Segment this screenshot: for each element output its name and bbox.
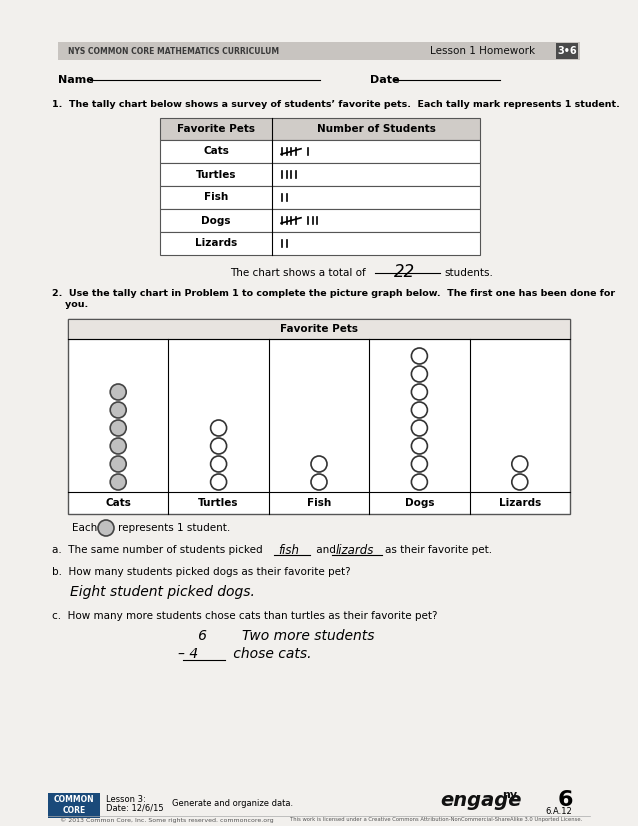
Text: COMMON
CORE: COMMON CORE (54, 795, 94, 814)
Text: and: and (313, 545, 339, 555)
Bar (160, 186, 480, 209)
Text: Dogs: Dogs (404, 498, 434, 508)
Circle shape (412, 456, 427, 472)
Text: 1.  The tally chart below shows a survey of students’ favorite pets.  Each tally: 1. The tally chart below shows a survey … (52, 100, 620, 109)
Bar (556, 43, 578, 59)
Text: students.: students. (444, 268, 493, 278)
Text: Date: 12/6/15: Date: 12/6/15 (106, 804, 163, 813)
Circle shape (412, 348, 427, 364)
Text: engage: engage (440, 790, 521, 809)
Text: 6.A.12: 6.A.12 (545, 806, 572, 815)
Text: Eight student picked dogs.: Eight student picked dogs. (70, 585, 255, 599)
Text: represents 1 student.: represents 1 student. (118, 523, 230, 533)
Circle shape (110, 438, 126, 454)
Bar (68, 319, 570, 339)
Text: Fish: Fish (204, 192, 228, 202)
Bar (160, 209, 480, 232)
Text: 3•6: 3•6 (557, 46, 577, 56)
Bar (58, 42, 580, 60)
Bar (160, 140, 480, 163)
Text: a.  The same number of students picked: a. The same number of students picked (52, 545, 263, 555)
Text: fish: fish (278, 544, 299, 557)
Circle shape (412, 384, 427, 400)
Circle shape (211, 420, 226, 436)
Text: The chart shows a total of: The chart shows a total of (230, 268, 366, 278)
Text: – 4        chose cats.: – 4 chose cats. (178, 647, 311, 661)
Text: c.  How many more students chose cats than turtles as their favorite pet?: c. How many more students chose cats tha… (52, 611, 438, 621)
Circle shape (512, 456, 528, 472)
Circle shape (311, 474, 327, 490)
Text: Favorite Pets: Favorite Pets (280, 324, 358, 334)
Circle shape (110, 420, 126, 436)
Text: Turtles: Turtles (198, 498, 239, 508)
Text: Each: Each (72, 523, 97, 533)
Circle shape (211, 456, 226, 472)
Text: Date: Date (370, 75, 399, 85)
Circle shape (412, 474, 427, 490)
Text: Lesson 3:: Lesson 3: (106, 795, 145, 804)
Text: b.  How many students picked dogs as their favorite pet?: b. How many students picked dogs as thei… (52, 567, 351, 577)
Text: 6        Two more students: 6 Two more students (185, 629, 375, 643)
Text: Name: Name (58, 75, 94, 85)
Text: ny: ny (502, 790, 517, 800)
Circle shape (110, 474, 126, 490)
Text: © 2013 Common Core, Inc. Some rights reserved. commoncore.org: © 2013 Common Core, Inc. Some rights res… (60, 817, 274, 823)
Text: 22: 22 (394, 263, 415, 281)
Text: Fish: Fish (307, 498, 331, 508)
Circle shape (110, 402, 126, 418)
Circle shape (211, 474, 226, 490)
Bar (68, 319, 570, 514)
Circle shape (412, 402, 427, 418)
Circle shape (412, 366, 427, 382)
Text: you.: you. (52, 300, 88, 309)
Bar (160, 163, 480, 186)
Circle shape (412, 420, 427, 436)
Text: Number of Students: Number of Students (316, 124, 436, 134)
Text: Lesson 1 Homework: Lesson 1 Homework (430, 46, 535, 56)
Circle shape (211, 438, 226, 454)
Bar (48, 793, 100, 818)
Text: Cats: Cats (105, 498, 131, 508)
Text: Lizards: Lizards (499, 498, 541, 508)
Text: NYS COMMON CORE MATHEMATICS CURRICULUM: NYS COMMON CORE MATHEMATICS CURRICULUM (68, 46, 279, 55)
Text: lizards: lizards (336, 544, 375, 557)
Circle shape (110, 384, 126, 400)
Text: 2.  Use the tally chart in Problem 1 to complete the picture graph below.  The f: 2. Use the tally chart in Problem 1 to c… (52, 289, 615, 298)
Circle shape (98, 520, 114, 536)
Text: This work is licensed under a Creative Commons Attribution-NonCommercial-ShareAl: This work is licensed under a Creative C… (290, 818, 582, 823)
Text: Generate and organize data.: Generate and organize data. (172, 799, 293, 808)
Text: Dogs: Dogs (201, 216, 231, 225)
Bar (160, 118, 480, 140)
Text: 6: 6 (557, 790, 573, 810)
Bar (160, 232, 480, 255)
Circle shape (110, 456, 126, 472)
Circle shape (311, 456, 327, 472)
Text: Favorite Pets: Favorite Pets (177, 124, 255, 134)
Circle shape (512, 474, 528, 490)
Circle shape (412, 438, 427, 454)
Text: Cats: Cats (203, 146, 229, 156)
Text: Turtles: Turtles (196, 169, 236, 179)
Text: as their favorite pet.: as their favorite pet. (385, 545, 492, 555)
Text: Lizards: Lizards (195, 239, 237, 249)
